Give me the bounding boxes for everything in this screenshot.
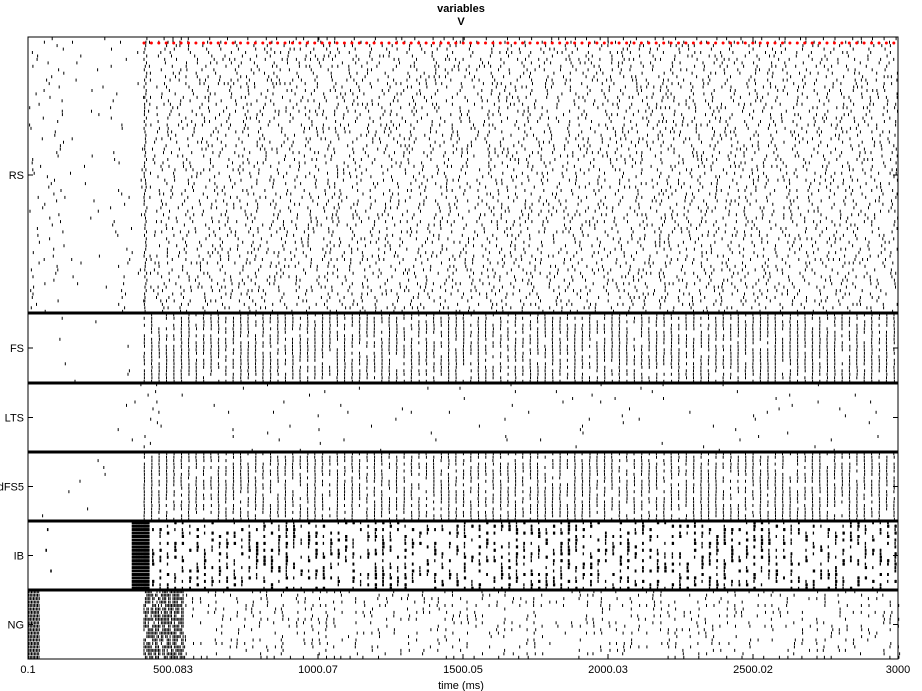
chart-subtitle: V (457, 16, 465, 28)
chart-title: variables (437, 3, 485, 15)
spike-raster (28, 37, 901, 659)
